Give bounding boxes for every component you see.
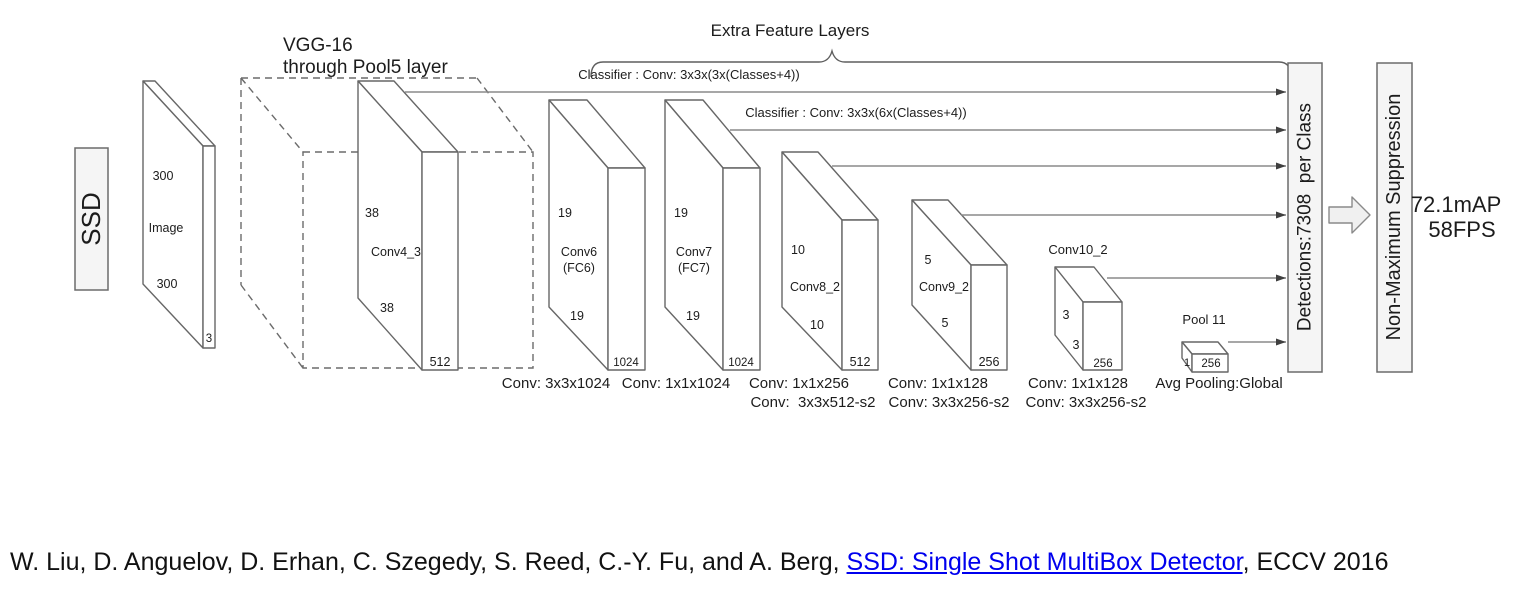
conv6-op-label: Conv: 3x3x1024 [502, 375, 610, 392]
conv10_2-channels: 256 [1093, 358, 1112, 370]
conv10_2-front-strip [1082, 301, 1123, 371]
fps-metric: 58FPS [1428, 217, 1495, 242]
vgg-title-line1: VGG-16 [283, 35, 353, 56]
conv8_2-channels: 512 [850, 355, 871, 369]
conv9_2-block: 5 Conv9_2 5 256 [911, 199, 1008, 371]
conv8_2-op1-label: Conv: 1x1x256 [749, 375, 849, 392]
conv4_3-dim-bottom: 38 [380, 301, 394, 315]
conv9_2-front-strip [970, 264, 1008, 371]
conv6-block: 19 Conv6 (FC6) 19 1024 [548, 99, 646, 371]
conv-op-labels: Conv: 3x3x1024 Conv: 1x1x1024 Conv: 1x1x… [502, 375, 1283, 411]
pool11-dim: 1 [1184, 357, 1190, 369]
conv8_2-name: Conv8_2 [790, 280, 840, 294]
pool11-front-strip [1191, 353, 1229, 373]
conv9_2-channels: 256 [979, 355, 1000, 369]
extra-feature-layers-title: Extra Feature Layers [711, 21, 870, 40]
conv10_2-op2-label: Conv: 3x3x256-s2 [1026, 394, 1147, 411]
image-name: Image [149, 221, 184, 235]
nms-box: Non-Maximum Suppression [1376, 62, 1413, 373]
vgg-title-line2: through Pool5 layer [283, 57, 448, 78]
conv10_2-block: Conv10_2 3 3 256 [1048, 242, 1123, 371]
conv9_2-op2-label: Conv: 3x3x256-s2 [889, 394, 1010, 411]
feature-arrows [405, 88, 1286, 346]
detections-label: Detections:7308 per Class [1295, 103, 1316, 331]
conv8_2-op2-label: Conv: 3x3x512-s2 [750, 394, 875, 411]
result-arrow [1328, 196, 1371, 234]
conv9_2-name: Conv9_2 [919, 280, 969, 294]
map-metric: 72.1mAP [1411, 192, 1502, 217]
image-front-strip [202, 145, 216, 349]
citation-paper-link[interactable]: SSD: Single Shot MultiBox Detector [846, 548, 1243, 576]
extra-feature-layers: Extra Feature Layers Classifier : Conv: … [578, 21, 1292, 120]
conv4_3-block: 38 Conv4_3 38 512 [357, 80, 459, 371]
citation: W. Liu, D. Anguelov, D. Erhan, C. Szeged… [10, 548, 1389, 577]
conv6-front-strip [607, 167, 646, 371]
conv10_2-dim-bottom: 3 [1073, 338, 1080, 352]
ssd-box-rect [74, 147, 109, 291]
conv10_2-dim-top: 3 [1063, 308, 1070, 322]
nms-label: Non-Maximum Suppression [1383, 94, 1405, 341]
image-left-face [142, 80, 204, 349]
pool11-op-label: Avg Pooling:Global [1155, 375, 1282, 392]
classifier2-label: Classifier : Conv: 3x3x(6x(Classes+4)) [745, 105, 966, 120]
conv4_3-channels: 512 [430, 355, 451, 369]
ssd-label: SSD [76, 192, 106, 245]
conv6-channels: 1024 [613, 357, 639, 369]
conv6-dim-top: 19 [558, 206, 572, 220]
image-channels: 3 [206, 333, 212, 345]
conv8_2-dim-top: 10 [791, 243, 805, 257]
conv7-channels: 1024 [728, 357, 754, 369]
conv7-op-label: Conv: 1x1x1024 [622, 375, 730, 392]
pool11-title: Pool 11 [1182, 312, 1225, 327]
conv6-name: Conv6 [561, 245, 597, 259]
conv4_3-dim-top: 38 [365, 206, 379, 220]
detections-box-rect [1287, 62, 1323, 373]
conv9_2-dim-top: 5 [925, 253, 932, 267]
conv7-front-strip [722, 167, 761, 371]
citation-tail: , ECCV 2016 [1242, 548, 1389, 576]
image-block: 300 Image 300 3 [142, 80, 216, 349]
detections-box: Detections:7308 per Class [1287, 62, 1323, 373]
conv7-subname: (FC7) [678, 261, 710, 275]
conv10_2-op1-label: Conv: 1x1x128 [1028, 375, 1128, 392]
conv10_2-title: Conv10_2 [1048, 242, 1107, 257]
pool11-block: Pool 11 1 256 [1181, 312, 1229, 373]
citation-authors: W. Liu, D. Anguelov, D. Erhan, C. Szeged… [10, 548, 847, 576]
conv6-dim-bottom: 19 [570, 309, 584, 323]
conv8_2-block: 10 Conv8_2 10 512 [781, 151, 879, 371]
extra-feature-layers-brace [590, 48, 1292, 78]
nms-box-rect [1376, 62, 1413, 373]
conv8_2-dim-bottom: 10 [810, 318, 824, 332]
image-dim-bottom: 300 [157, 277, 178, 291]
image-dim-top: 300 [153, 169, 174, 183]
conv7-dim-top: 19 [674, 206, 688, 220]
conv9_2-op1-label: Conv: 1x1x128 [888, 375, 988, 392]
conv7-name: Conv7 [676, 245, 712, 259]
conv9_2-dim-bottom: 5 [942, 316, 949, 330]
conv8_2-front-strip [841, 219, 879, 371]
conv4_3-front-strip [421, 151, 459, 371]
conv6-subname: (FC6) [563, 261, 595, 275]
conv4_3-name: Conv4_3 [371, 245, 421, 259]
ssd-box: SSD [74, 147, 109, 291]
pool11-channels: 256 [1201, 358, 1220, 370]
classifier1-label: Classifier : Conv: 3x3x(3x(Classes+4)) [578, 67, 799, 82]
conv7-block: 19 Conv7 (FC7) 19 1024 [664, 99, 761, 371]
conv7-dim-bottom: 19 [686, 309, 700, 323]
